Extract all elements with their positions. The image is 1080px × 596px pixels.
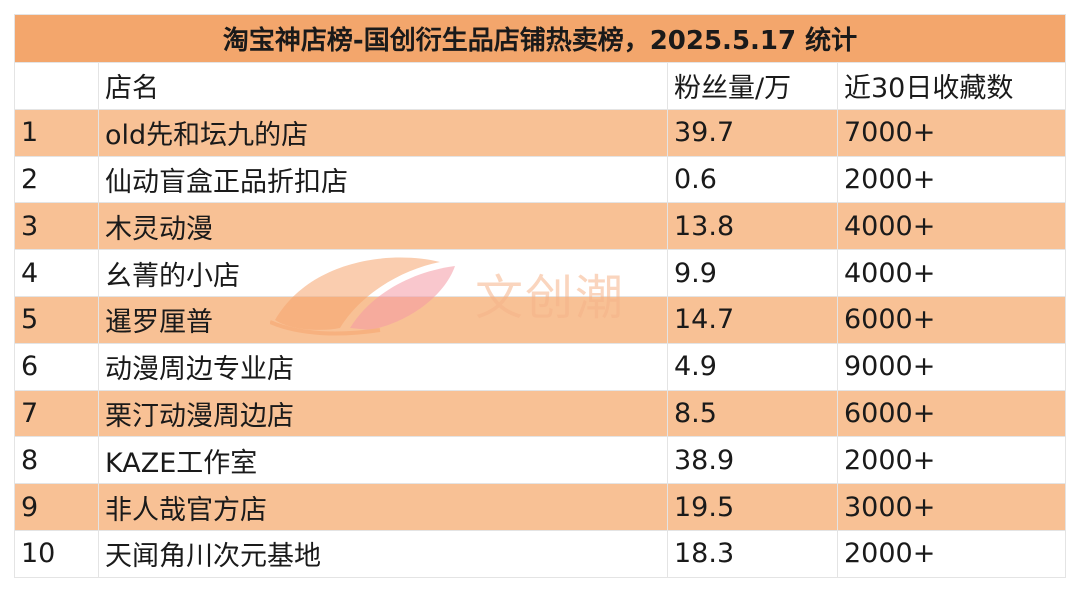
cell-rank: 7 (14, 389, 99, 438)
cell-rank: 5 (14, 295, 99, 344)
table-title-row: 淘宝神店榜-国创衍生品店铺热卖榜，2025.5.17 统计 (13, 14, 1067, 63)
cell-fans: 8.5 (667, 389, 838, 438)
table-row: 4 幺菁的小店 9.9 4000+ (14, 249, 1067, 297)
header-name: 店名 (98, 62, 668, 110)
cell-rank: 4 (14, 249, 99, 297)
cell-name: 非人哉官方店 (98, 483, 668, 531)
table-row: 1 old先和坛九的店 39.7 7000+ (14, 108, 1067, 157)
cell-favorites: 6000+ (836, 389, 1067, 438)
cell-fans: 9.9 (667, 249, 838, 297)
cell-fans: 13.8 (667, 202, 838, 251)
header-row: 店名 粉丝量/万 近30日收藏数 (14, 62, 1067, 110)
cell-fans: 4.9 (667, 342, 838, 391)
cell-rank: 9 (14, 483, 99, 531)
cell-rank: 8 (14, 436, 99, 485)
ranking-table: 淘宝神店榜-国创衍生品店铺热卖榜，2025.5.17 统计 店名 粉丝量/万 近… (13, 14, 1067, 578)
cell-favorites: 4000+ (836, 202, 1067, 251)
cell-rank: 1 (14, 108, 99, 157)
table-row: 8 KAZE工作室 38.9 2000+ (14, 436, 1067, 485)
cell-rank: 6 (14, 342, 99, 391)
cell-fans: 39.7 (667, 108, 838, 157)
cell-name: KAZE工作室 (98, 436, 668, 485)
header-fans: 粉丝量/万 (667, 62, 838, 110)
table-row: 3 木灵动漫 13.8 4000+ (14, 202, 1067, 251)
cell-favorites: 2000+ (836, 155, 1067, 204)
header-favorites: 近30日收藏数 (836, 62, 1067, 110)
cell-name: 栗汀动漫周边店 (98, 389, 668, 438)
cell-name: 天闻角川次元基地 (98, 529, 668, 578)
cell-favorites: 4000+ (836, 249, 1067, 297)
cell-fans: 0.6 (667, 155, 838, 204)
cell-fans: 18.3 (667, 529, 838, 578)
cell-rank: 2 (14, 155, 99, 204)
cell-favorites: 2000+ (836, 529, 1067, 578)
table-title: 淘宝神店榜-国创衍生品店铺热卖榜，2025.5.17 统计 (13, 14, 1067, 63)
cell-name: 暹罗厘普 (98, 295, 668, 344)
table-row: 2 仙动盲盒正品折扣店 0.6 2000+ (14, 155, 1067, 204)
cell-name: 仙动盲盒正品折扣店 (98, 155, 668, 204)
cell-favorites: 2000+ (836, 436, 1067, 485)
table-row: 10 天闻角川次元基地 18.3 2000+ (14, 529, 1067, 578)
cell-rank: 3 (14, 202, 99, 251)
cell-favorites: 9000+ (836, 342, 1067, 391)
cell-name: old先和坛九的店 (98, 108, 668, 157)
cell-name: 幺菁的小店 (98, 249, 668, 297)
cell-favorites: 3000+ (836, 483, 1067, 531)
cell-fans: 38.9 (667, 436, 838, 485)
cell-favorites: 7000+ (836, 108, 1067, 157)
cell-name: 动漫周边专业店 (98, 342, 668, 391)
cell-fans: 14.7 (667, 295, 838, 344)
cell-favorites: 6000+ (836, 295, 1067, 344)
cell-rank: 10 (14, 529, 99, 578)
header-rank (14, 62, 99, 110)
cell-fans: 19.5 (667, 483, 838, 531)
ranking-table-container: 淘宝神店榜-国创衍生品店铺热卖榜，2025.5.17 统计 店名 粉丝量/万 近… (13, 14, 1067, 578)
table-row: 7 栗汀动漫周边店 8.5 6000+ (14, 389, 1067, 438)
table-row: 6 动漫周边专业店 4.9 9000+ (14, 342, 1067, 391)
table-row: 9 非人哉官方店 19.5 3000+ (14, 483, 1067, 531)
cell-name: 木灵动漫 (98, 202, 668, 251)
table-row: 5 暹罗厘普 14.7 6000+ (14, 295, 1067, 344)
